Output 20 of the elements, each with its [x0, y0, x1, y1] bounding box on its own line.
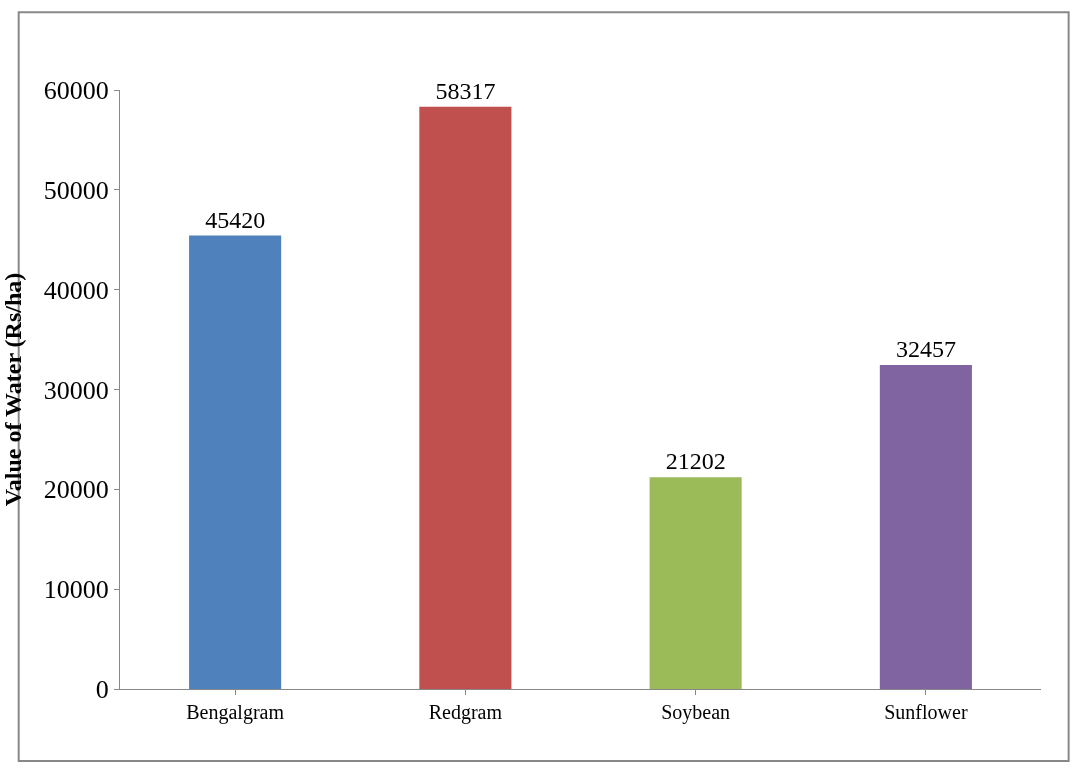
y-tick-label: 60000 — [43, 76, 109, 106]
x-tick-label: Redgram — [428, 701, 503, 724]
bar — [879, 364, 972, 689]
y-tick-label: 50000 — [43, 175, 109, 205]
data-label: 45420 — [205, 206, 266, 233]
bar — [189, 235, 282, 689]
data-label: 58317 — [435, 77, 496, 104]
x-tick-label: Bengalgram — [186, 701, 285, 724]
y-tick-label: 0 — [95, 675, 109, 705]
x-tick-label: Sunflower — [884, 701, 968, 723]
y-axis-title: Value of Water (Rs/ha) — [0, 272, 26, 507]
bar — [419, 106, 512, 689]
y-tick-label: 40000 — [43, 275, 109, 305]
data-label: 32457 — [895, 335, 956, 362]
y-tick-label: 20000 — [43, 475, 109, 505]
y-tick-label: 10000 — [43, 575, 109, 605]
x-tick-label: Soybean — [661, 701, 731, 724]
bar — [649, 477, 742, 689]
data-label: 21202 — [665, 448, 726, 475]
y-tick-label: 30000 — [43, 375, 109, 405]
